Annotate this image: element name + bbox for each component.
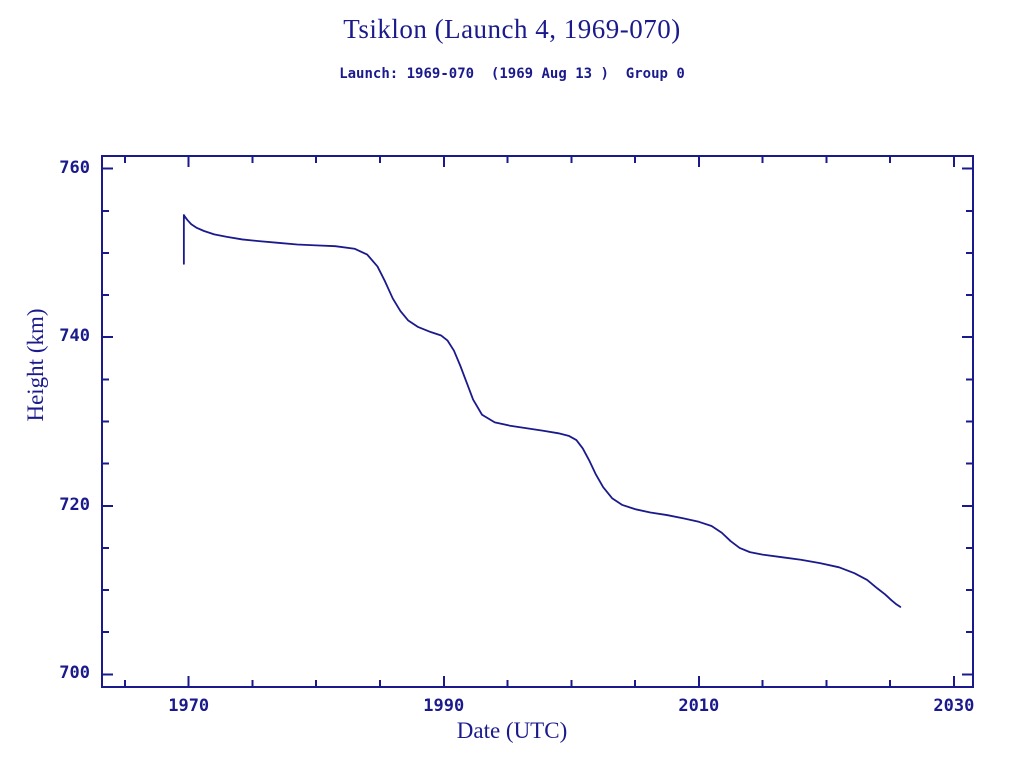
x-tick-label: 1990 [423,696,465,716]
chart-title: Tsiklon (Launch 4, 1969-070) [343,14,681,44]
y-tick-label: 720 [59,494,90,515]
y-tick-label: 740 [59,326,90,347]
x-tick-label: 1970 [168,696,210,716]
axis-ticks [102,156,973,687]
y-tick-label: 700 [59,663,90,684]
chart-subtitle: Launch: 1969-070 (1969 Aug 13 ) Group 0 [339,66,685,82]
plot-border [101,155,974,688]
series-line [182,214,902,608]
x-tick-label: 2030 [933,696,975,716]
y-tick-label: 760 [59,157,90,178]
data-series [182,214,902,608]
x-tick-label: 2010 [678,696,720,716]
plot-frame [101,155,974,688]
x-axis-label: Date (UTC) [456,718,568,743]
